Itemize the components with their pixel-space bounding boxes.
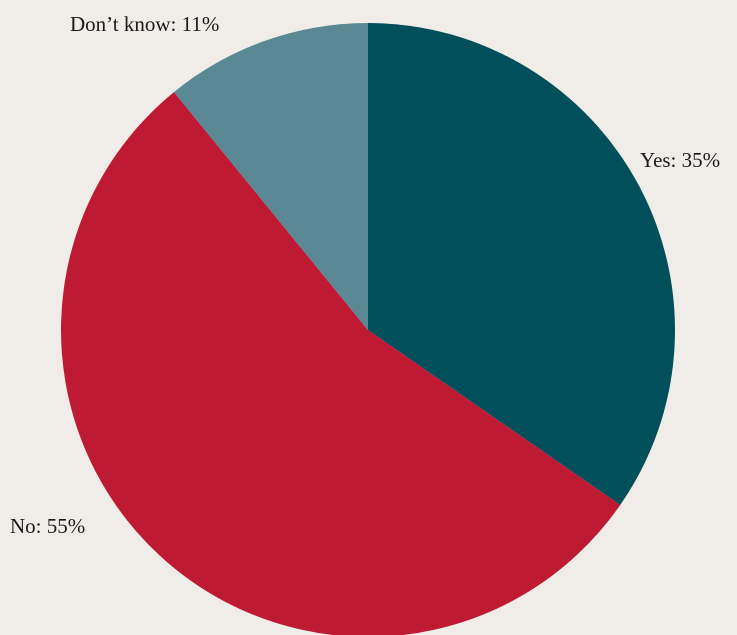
pie-slice-no [61,92,621,635]
pie-slice-don-t-know [173,23,368,330]
slice-label-no: No: 55% [10,514,85,538]
pie-slices [61,23,675,635]
slice-label-yes: Yes: 35% [640,148,720,172]
pie-slice-yes [368,23,675,505]
pie-labels: Yes: 35% No: 55% Don’t know: 11% [10,12,720,538]
slice-label-don-t-know: Don’t know: 11% [70,12,219,36]
